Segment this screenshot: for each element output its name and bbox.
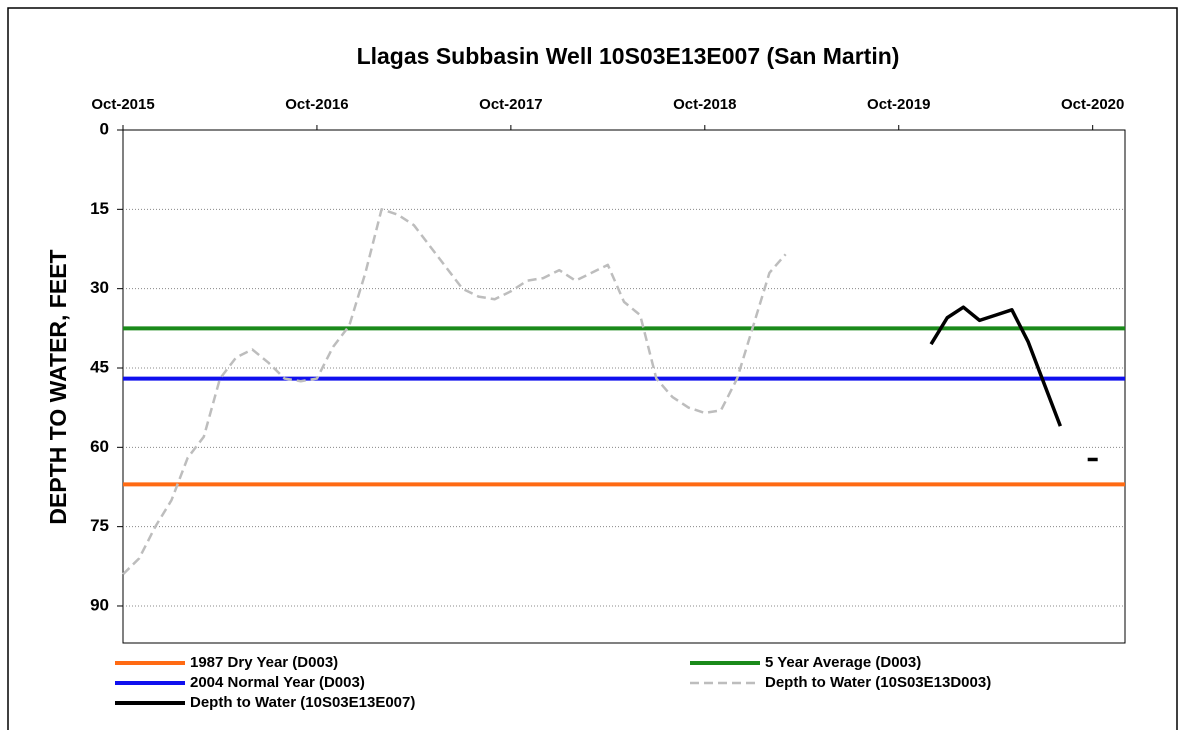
x-tick-label: Oct-2020 (1061, 96, 1124, 113)
series-line (929, 305, 1062, 427)
y-axis-label: DEPTH TO WATER, FEET (45, 249, 71, 524)
x-tick-label: Oct-2019 (867, 96, 930, 113)
chart-title: Llagas Subbasin Well 10S03E13E007 (San M… (357, 43, 900, 69)
legend-label: Depth to Water (10S03E13D003) (765, 674, 991, 691)
x-tick-label: Oct-2017 (479, 96, 542, 113)
y-tick-label: 75 (90, 516, 109, 535)
y-tick-label: 30 (90, 278, 109, 297)
legend-label: 1987 Dry Year (D003) (190, 654, 338, 671)
y-tick-label: 90 (90, 595, 109, 614)
legend-label: 5 Year Average (D003) (765, 654, 921, 671)
y-tick-label: 45 (90, 357, 109, 376)
x-tick-label: Oct-2015 (91, 96, 154, 113)
legend-label: 2004 Normal Year (D003) (190, 674, 365, 691)
legend-label: Depth to Water (10S03E13E007) (190, 694, 415, 711)
plot-area (122, 129, 1126, 644)
y-tick-label: 0 (100, 119, 109, 138)
frame (7, 7, 1178, 730)
y-tick-label: 15 (90, 199, 109, 218)
y-tick-label: 60 (90, 437, 109, 456)
x-tick-label: Oct-2016 (285, 96, 348, 113)
series-line (122, 208, 787, 576)
x-tick-label: Oct-2018 (673, 96, 736, 113)
